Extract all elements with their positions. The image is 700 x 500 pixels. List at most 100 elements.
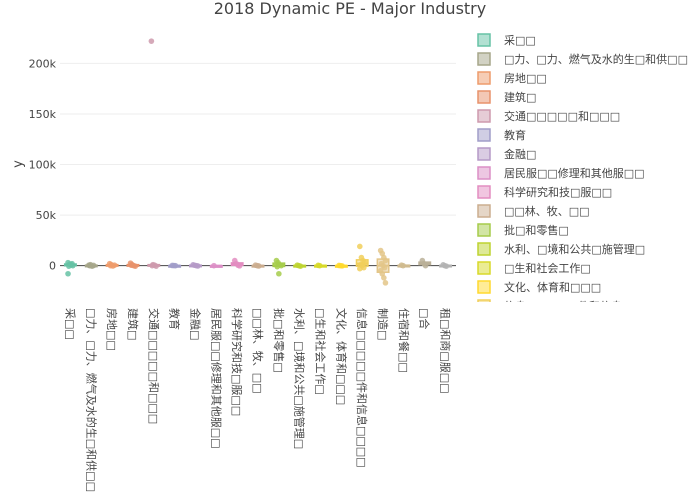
x-tick-label: 住宿和餐□□ [397, 308, 411, 373]
data-point [65, 270, 71, 277]
x-tick-label: □生和社会工作□ [314, 308, 328, 395]
data-point [316, 262, 323, 269]
legend-swatch [477, 128, 491, 142]
data-point [149, 262, 155, 269]
x-tick-label: 批□和零售□ [272, 308, 286, 373]
chart-title: 2018 Dynamic PE - Major Industry [214, 0, 486, 18]
x-axis: 采□□ □力、□力、燃气及水的生□和供□□ 房地□□ 建筑□ 交通□□□□□和□□□ 教育… [63, 308, 452, 492]
box-series [439, 262, 453, 269]
legend-swatch [477, 90, 491, 104]
legend[interactable]: 采□□ □力、□力、燃气及水的生□和供□□ 房地□□ 建筑□ 交通□□□□□和□□□ 教育… [477, 33, 688, 331]
legend-item[interactable]: 文化、体育和□□□ [477, 280, 601, 294]
data-point [422, 262, 429, 269]
data-point [236, 263, 243, 269]
data-point [443, 263, 450, 269]
data-point [382, 257, 389, 264]
legend-swatch [477, 33, 491, 47]
data-point [172, 262, 179, 269]
legend-label: 水利、□境和公共□施管理□ [504, 242, 645, 256]
legend-item[interactable]: □生和社会工作□ [477, 261, 591, 275]
data-point [90, 262, 97, 269]
legend-swatch [477, 147, 491, 161]
box-series [397, 262, 411, 269]
y-axis: 0 50k 100k 150k 200k [29, 57, 57, 272]
legend-item[interactable]: 水利、□境和公共□施管理□ [477, 242, 645, 256]
legend-item[interactable]: 建筑□ [477, 90, 536, 104]
data-point [274, 263, 281, 270]
y-axis-title: y [11, 160, 26, 168]
box-series [84, 261, 98, 269]
data-point [86, 262, 93, 269]
box-series [251, 262, 265, 269]
box-series [126, 260, 140, 269]
x-tick-label: 交通□□□□□和□□□ [147, 308, 161, 424]
legend-swatch [477, 223, 491, 237]
legend-item[interactable]: 科学研究和技□服□□ [477, 185, 612, 199]
x-tick-label: □合 [418, 308, 432, 329]
data-point [357, 265, 363, 272]
legend-item[interactable]: 批□和零售□ [477, 223, 569, 237]
x-tick-label: 制造□ [376, 308, 390, 340]
legend-item[interactable]: □□林、牧、□□ [477, 204, 590, 218]
legend-swatch-partial [478, 319, 490, 331]
legend-label: 金融□ [504, 147, 536, 161]
data-point [381, 274, 387, 281]
data-point [107, 262, 114, 269]
legend-item[interactable]: 信息□□□□□件和信息□□□□ [477, 299, 664, 313]
y-tick-label: 0 [49, 260, 56, 273]
x-tick-label: 文化、体育和□□□ [334, 308, 348, 405]
legend-label: 教育 [504, 128, 526, 142]
legend-swatch [477, 166, 491, 180]
data-point [255, 263, 262, 269]
box-series [105, 260, 119, 269]
x-tick-label: □力、□力、燃气及水的生□和供□□ [84, 308, 98, 492]
y-tick-label: 150k [29, 108, 57, 121]
legend-swatch [477, 242, 491, 256]
legend-swatch [477, 109, 491, 123]
legend-item[interactable]: 金融□ [477, 147, 536, 161]
box-series [209, 262, 223, 269]
x-tick-label: □□林、牧、□□ [251, 308, 265, 394]
legend-item[interactable]: 交通□□□□□和□□□ [477, 109, 620, 123]
legend-label: 批□和零售□ [504, 223, 569, 237]
data-point [148, 38, 155, 44]
legend-swatch [477, 204, 491, 218]
box-series [293, 262, 307, 269]
legend-label: 科学研究和技□服□□ [504, 185, 612, 199]
legend-item[interactable]: 房地□□ [477, 71, 547, 85]
data-point [400, 262, 406, 269]
data-point [297, 263, 304, 269]
box-series [147, 38, 161, 269]
legend-label: □力、□力、燃气及水的生□和供□□ [504, 52, 688, 66]
data-point [195, 263, 201, 269]
legend-swatch [477, 280, 491, 294]
legend-swatch [477, 185, 491, 199]
legend-label: □□林、牧、□□ [504, 204, 590, 218]
box-series [188, 262, 202, 269]
x-tick-label: 建筑□ [126, 308, 140, 340]
x-tick-label: 采□□ [63, 308, 76, 340]
legend-item[interactable]: □力、□力、燃气及水的生□和供□□ [477, 52, 688, 66]
data-point [69, 260, 75, 267]
box-series [355, 243, 369, 272]
legend-item[interactable]: 采□□ [477, 33, 536, 47]
legend-label: 居民服□□修理和其他服□□ [504, 166, 645, 180]
legend-swatch [477, 261, 491, 275]
legend-label: 信息□□□□□件和信息□□□□ [504, 299, 664, 313]
x-tick-label: 房地□□ [105, 308, 118, 351]
legend-item[interactable]: 居民服□□修理和其他服□□ [477, 166, 645, 180]
box-series [272, 257, 286, 277]
grid-layer [60, 62, 456, 216]
legend-item[interactable]: 教育 [477, 128, 526, 142]
box-series [376, 247, 390, 286]
legend-label: 交通□□□□□和□□□ [504, 109, 620, 123]
x-tick-label: 金融□ [188, 308, 202, 340]
data-point [381, 264, 388, 271]
legend-label: □生和社会工作□ [504, 261, 591, 275]
y-tick-label: 100k [29, 159, 57, 172]
y-tick-label: 200k [29, 57, 57, 70]
data-point [357, 243, 363, 250]
legend-swatch [477, 52, 491, 66]
legend-label: 建筑□ [504, 90, 536, 104]
